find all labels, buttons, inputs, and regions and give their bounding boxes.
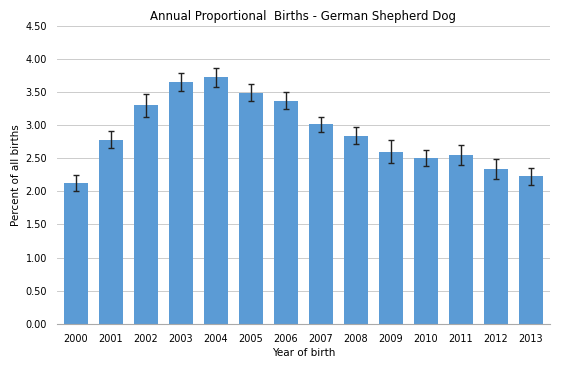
Bar [168, 82, 193, 324]
Bar [448, 155, 473, 324]
Bar [99, 140, 123, 324]
Bar [379, 152, 403, 324]
Bar [64, 183, 88, 324]
Bar [308, 124, 333, 324]
Title: Annual Proportional  Births - German Shepherd Dog: Annual Proportional Births - German Shep… [150, 10, 456, 23]
Bar [413, 158, 438, 324]
Bar [518, 176, 543, 324]
Bar [484, 169, 508, 324]
Bar [344, 136, 368, 324]
Y-axis label: Percent of all births: Percent of all births [11, 124, 21, 226]
Bar [239, 93, 263, 324]
Bar [274, 100, 298, 324]
X-axis label: Year of birth: Year of birth [272, 348, 335, 358]
Bar [204, 77, 228, 324]
Bar [134, 105, 158, 324]
